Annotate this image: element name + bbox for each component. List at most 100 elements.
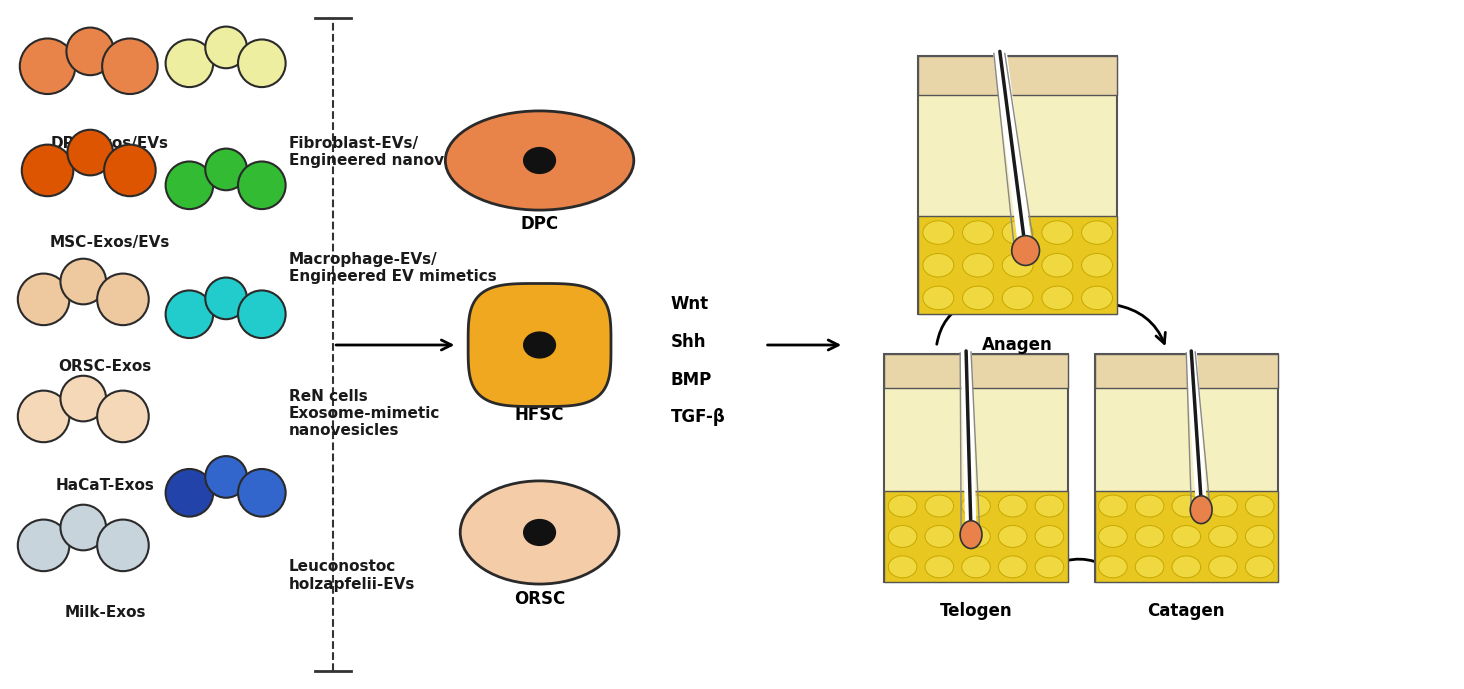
Ellipse shape xyxy=(1035,526,1064,547)
Ellipse shape xyxy=(962,286,994,309)
Text: DPC-Exos/EVs: DPC-Exos/EVs xyxy=(51,136,168,151)
Ellipse shape xyxy=(1173,495,1200,517)
Polygon shape xyxy=(1095,354,1278,582)
Ellipse shape xyxy=(998,556,1028,578)
Circle shape xyxy=(18,391,69,442)
Ellipse shape xyxy=(1098,495,1127,517)
Circle shape xyxy=(67,130,113,176)
Text: Shh: Shh xyxy=(671,333,706,351)
Circle shape xyxy=(104,145,155,196)
Ellipse shape xyxy=(960,521,982,548)
Circle shape xyxy=(165,291,214,338)
Text: Leuconostoc
holzapfelii-EVs: Leuconostoc holzapfelii-EVs xyxy=(288,559,414,592)
Polygon shape xyxy=(1095,354,1278,388)
Ellipse shape xyxy=(1042,254,1073,277)
Circle shape xyxy=(239,39,285,87)
Text: MSC-Exos/EVs: MSC-Exos/EVs xyxy=(50,235,170,250)
Text: Anagen: Anagen xyxy=(982,336,1053,354)
Ellipse shape xyxy=(1082,220,1113,245)
Circle shape xyxy=(97,391,149,442)
Ellipse shape xyxy=(1003,220,1034,245)
Circle shape xyxy=(205,456,247,497)
Ellipse shape xyxy=(962,220,994,245)
Polygon shape xyxy=(1095,491,1278,582)
Ellipse shape xyxy=(445,111,634,210)
Text: HFSC: HFSC xyxy=(515,407,564,424)
Text: Catagen: Catagen xyxy=(1148,602,1225,620)
Circle shape xyxy=(60,376,105,422)
Ellipse shape xyxy=(1173,556,1200,578)
Polygon shape xyxy=(918,56,1117,95)
Circle shape xyxy=(165,39,214,87)
Circle shape xyxy=(239,161,285,209)
Ellipse shape xyxy=(1098,556,1127,578)
Ellipse shape xyxy=(1082,286,1113,309)
Ellipse shape xyxy=(925,495,953,517)
Ellipse shape xyxy=(1012,236,1039,265)
Circle shape xyxy=(165,161,214,209)
Text: HaCaT-Exos: HaCaT-Exos xyxy=(56,478,155,493)
Circle shape xyxy=(20,39,75,94)
Text: BMP: BMP xyxy=(671,371,712,389)
Circle shape xyxy=(18,520,69,571)
Text: DPC: DPC xyxy=(521,215,559,233)
Polygon shape xyxy=(884,354,1067,582)
Circle shape xyxy=(205,149,247,190)
Ellipse shape xyxy=(1209,556,1237,578)
Circle shape xyxy=(239,469,285,517)
Ellipse shape xyxy=(1135,526,1164,547)
Circle shape xyxy=(165,469,214,517)
Ellipse shape xyxy=(1209,526,1237,547)
Circle shape xyxy=(18,274,69,325)
Ellipse shape xyxy=(962,526,990,547)
Circle shape xyxy=(102,39,158,94)
Ellipse shape xyxy=(889,556,916,578)
Polygon shape xyxy=(918,56,1117,314)
Circle shape xyxy=(205,27,247,68)
Ellipse shape xyxy=(1190,496,1212,524)
Text: ORSC-Exos: ORSC-Exos xyxy=(59,359,152,374)
Ellipse shape xyxy=(1173,526,1200,547)
Ellipse shape xyxy=(1035,556,1064,578)
Circle shape xyxy=(239,291,285,338)
Ellipse shape xyxy=(1246,495,1274,517)
Polygon shape xyxy=(918,216,1117,314)
Ellipse shape xyxy=(1042,220,1073,245)
Ellipse shape xyxy=(524,332,555,358)
Circle shape xyxy=(60,505,105,551)
Ellipse shape xyxy=(889,495,916,517)
Ellipse shape xyxy=(962,495,990,517)
Ellipse shape xyxy=(962,556,990,578)
Ellipse shape xyxy=(922,286,955,309)
Ellipse shape xyxy=(1209,495,1237,517)
Text: Wnt: Wnt xyxy=(671,296,709,313)
Ellipse shape xyxy=(1003,286,1034,309)
Ellipse shape xyxy=(1135,495,1164,517)
Ellipse shape xyxy=(1035,495,1064,517)
Circle shape xyxy=(22,145,73,196)
Text: ORSC: ORSC xyxy=(514,590,565,608)
Ellipse shape xyxy=(524,147,555,174)
Polygon shape xyxy=(468,283,610,407)
Circle shape xyxy=(97,274,149,325)
Text: ReN cells
Exosome-mimetic
nanovesicles: ReN cells Exosome-mimetic nanovesicles xyxy=(288,389,441,438)
Ellipse shape xyxy=(460,481,619,584)
Text: Macrophage-EVs/
Engineered EV mimetics: Macrophage-EVs/ Engineered EV mimetics xyxy=(288,251,496,284)
Polygon shape xyxy=(884,354,1067,388)
Ellipse shape xyxy=(998,495,1028,517)
Text: Telogen: Telogen xyxy=(940,602,1012,620)
Ellipse shape xyxy=(1246,526,1274,547)
Ellipse shape xyxy=(925,556,953,578)
Ellipse shape xyxy=(998,526,1028,547)
Circle shape xyxy=(60,258,105,305)
Ellipse shape xyxy=(889,526,916,547)
Polygon shape xyxy=(884,491,1067,582)
Circle shape xyxy=(97,520,149,571)
Text: Milk-Exos: Milk-Exos xyxy=(64,605,146,620)
Text: TGF-β: TGF-β xyxy=(671,409,725,426)
Circle shape xyxy=(66,28,114,75)
Ellipse shape xyxy=(925,526,953,547)
Ellipse shape xyxy=(922,254,955,277)
Ellipse shape xyxy=(524,520,555,546)
Ellipse shape xyxy=(1042,286,1073,309)
